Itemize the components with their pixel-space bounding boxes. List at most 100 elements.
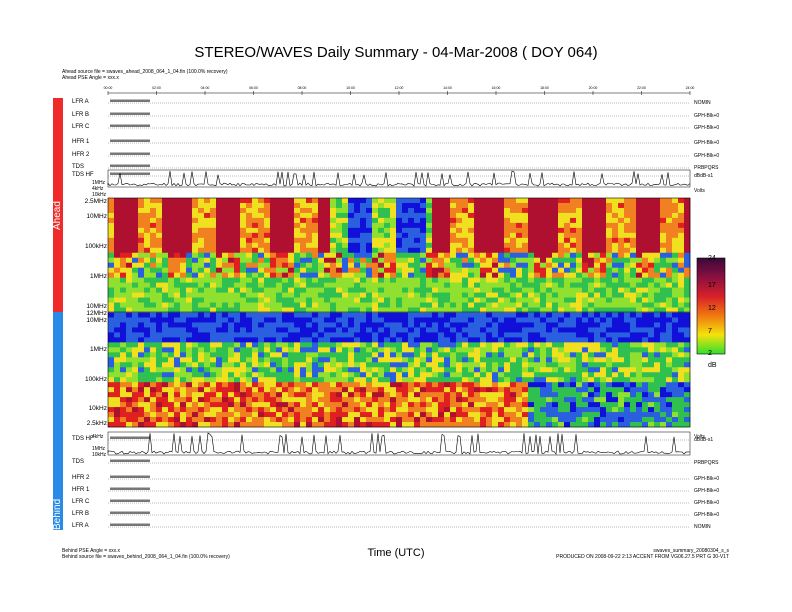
spectrogram-cell — [150, 347, 157, 353]
spectrogram-cell — [546, 417, 553, 423]
spectrogram-cell — [474, 327, 481, 333]
spectrogram-cell — [474, 352, 481, 358]
spectrogram-cell — [228, 247, 235, 254]
spectrogram-cell — [120, 327, 127, 333]
spectrogram-cell — [168, 322, 175, 328]
spectrogram-cell — [522, 377, 529, 383]
spectrogram-cell — [636, 397, 643, 403]
spectrogram-cell — [342, 202, 349, 209]
spectrogram-cell — [666, 382, 673, 388]
spectrogram-cell — [654, 222, 661, 229]
spectrogram-cell — [270, 422, 277, 428]
spectrogram-cell — [318, 267, 325, 273]
spectrogram-cell — [546, 222, 553, 229]
spectrogram-cell — [438, 302, 445, 308]
spectrogram-cell — [288, 272, 295, 278]
spectrogram-cell — [372, 392, 379, 398]
spectrogram-cell — [654, 282, 661, 288]
spectrogram-cell — [672, 222, 679, 229]
spectrogram-cell — [144, 217, 151, 224]
spectrogram-cell — [240, 282, 247, 288]
spectrogram-cell — [174, 342, 181, 348]
spectrogram-cell — [570, 332, 577, 338]
spectrogram-cell — [588, 387, 595, 393]
spectrogram-cell — [486, 362, 493, 368]
spectrogram-cell — [222, 198, 229, 204]
spectrogram-cell — [384, 272, 391, 278]
spectrogram-cell — [210, 217, 217, 224]
spectrogram-cell — [204, 257, 211, 264]
spectrogram-cell — [612, 277, 619, 283]
spectrogram-cell — [378, 342, 385, 348]
spectrogram-cell — [474, 242, 481, 249]
spectrogram-cell — [390, 312, 397, 318]
spectrogram-cell — [528, 217, 535, 224]
spectrogram-cell — [216, 302, 223, 308]
spectrogram-cell — [660, 257, 667, 264]
spectrogram-cell — [300, 262, 307, 268]
spectrogram-cell — [552, 367, 559, 373]
time-tick-label: 20:00 — [589, 86, 598, 90]
spectrogram-cell — [216, 337, 223, 343]
spectrogram-cell — [390, 387, 397, 393]
spectrogram-cell — [552, 342, 559, 348]
spectrogram-cell — [564, 417, 571, 423]
spectrogram-cell — [294, 272, 301, 278]
spectrogram-cell — [684, 407, 691, 413]
spectrogram-cell — [264, 372, 271, 378]
spectrogram-cell — [348, 362, 355, 368]
spectrogram-cell — [270, 402, 277, 408]
ahead-source-file: Ahead source file = swaves_ahead_2008_06… — [62, 69, 228, 75]
time-tick-label: 02:00 — [152, 86, 161, 90]
spectrogram-cell — [270, 217, 277, 224]
spectrogram-cell — [240, 297, 247, 303]
spectrogram-cell — [648, 422, 655, 428]
spectrogram-cell — [672, 247, 679, 254]
spectrogram-cell — [186, 407, 193, 413]
spectrogram-cell — [624, 417, 631, 423]
spectrogram-cell — [480, 327, 487, 333]
spectrogram-cell — [252, 272, 259, 278]
spectrogram-cell — [510, 397, 517, 403]
spectrogram-cell — [438, 262, 445, 268]
spectrogram-cell — [456, 407, 463, 413]
spectrogram-cell — [288, 282, 295, 288]
spectrogram-cell — [654, 372, 661, 378]
spectrogram-cell — [630, 312, 637, 318]
spectrogram-cell — [426, 202, 433, 209]
spectrogram-cell — [348, 272, 355, 278]
ahead-row-label: TDS HF — [72, 172, 94, 178]
spectrogram-cell — [486, 287, 493, 293]
spectrogram-cell — [660, 287, 667, 293]
spectrogram-cell — [612, 207, 619, 214]
spectrogram-cell — [594, 382, 601, 388]
spectrogram-cell — [672, 292, 679, 298]
spectrogram-cell — [678, 377, 685, 383]
spectrogram-cell — [216, 202, 223, 209]
spectrogram-cell — [270, 292, 277, 298]
spectrogram-cell — [108, 307, 115, 313]
spectrogram-cell — [132, 422, 139, 428]
spectrogram-cell — [438, 282, 445, 288]
spectrogram-cell — [294, 377, 301, 383]
spectrogram-cell — [666, 252, 673, 259]
spectrogram-cell — [600, 287, 607, 293]
spectrogram-cell — [252, 217, 259, 224]
spectrogram-cell — [540, 292, 547, 298]
spectrogram-cell — [468, 222, 475, 229]
spectrogram-cell — [468, 207, 475, 214]
spectrogram-cell — [618, 272, 625, 278]
spectrogram-cell — [414, 277, 421, 283]
spectrogram-cell — [444, 392, 451, 398]
spectrogram-cell — [522, 382, 529, 388]
spectrogram-cell — [390, 317, 397, 323]
spectrogram-cell — [270, 407, 277, 413]
spectrogram-cell — [408, 402, 415, 408]
spectrogram-cell — [108, 382, 115, 388]
spectrogram-cell — [660, 387, 667, 393]
spectrogram-cell — [180, 227, 187, 234]
spectrogram-cell — [408, 377, 415, 383]
spectrogram-cell — [666, 337, 673, 343]
spectrogram-cell — [606, 302, 613, 308]
spectrogram-cell — [432, 422, 439, 428]
